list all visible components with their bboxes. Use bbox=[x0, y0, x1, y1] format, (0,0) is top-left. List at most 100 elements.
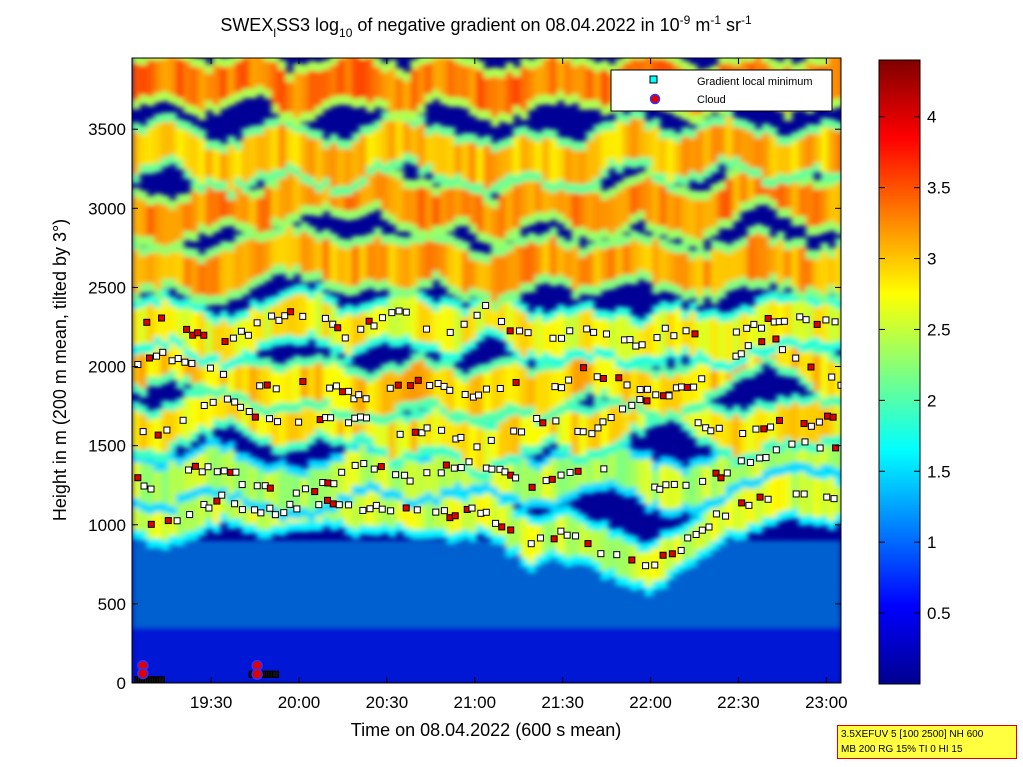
band-core-cell bbox=[512, 518, 522, 546]
band-core-cell bbox=[630, 395, 639, 424]
y-tick-label: 3500 bbox=[88, 120, 126, 139]
band-core-cell bbox=[564, 60, 573, 97]
band-core-cell bbox=[798, 186, 807, 216]
band-core-cell bbox=[498, 194, 507, 240]
band-core-cell bbox=[615, 246, 624, 277]
cloud-marker bbox=[263, 381, 271, 389]
band-core-cell bbox=[249, 366, 258, 402]
minimum-marker bbox=[800, 490, 808, 498]
band-core-cell bbox=[520, 182, 529, 218]
cloud-marker bbox=[334, 324, 342, 332]
band-core-cell bbox=[153, 202, 163, 244]
minimum-marker bbox=[232, 468, 240, 476]
minimum-marker bbox=[796, 313, 804, 321]
band-core-cell bbox=[337, 247, 346, 284]
band-core-cell bbox=[564, 250, 573, 279]
x-tick-label: 22:30 bbox=[717, 693, 760, 712]
minimum-marker bbox=[607, 414, 615, 422]
band-core-cell bbox=[388, 176, 397, 216]
y-tick-label: 0 bbox=[117, 674, 126, 693]
minimum-marker bbox=[245, 408, 253, 416]
band-core-cell bbox=[373, 236, 383, 283]
band-core-cell bbox=[564, 411, 573, 445]
band-core-cell bbox=[132, 355, 141, 385]
band-core-cell bbox=[593, 318, 602, 347]
band-core-cell bbox=[593, 248, 602, 287]
band-core-cell bbox=[593, 193, 602, 232]
band-core-cell bbox=[168, 58, 177, 95]
band-core-cell bbox=[549, 139, 558, 184]
minimum-marker bbox=[351, 414, 359, 422]
cloud-marker bbox=[402, 504, 410, 512]
band-core-cell bbox=[769, 136, 778, 179]
minimum-marker bbox=[533, 414, 541, 422]
band-core-cell bbox=[285, 82, 295, 113]
band-core-cell bbox=[820, 252, 829, 294]
band-core-cell bbox=[424, 305, 434, 344]
band-core-cell bbox=[476, 70, 485, 111]
band-core-cell bbox=[285, 226, 295, 271]
minimum-marker bbox=[330, 480, 338, 488]
minimum-marker bbox=[482, 301, 490, 309]
cloud-marker bbox=[183, 325, 191, 333]
low-haze-band bbox=[132, 540, 841, 628]
band-core-cell bbox=[424, 492, 434, 530]
band-core-cell bbox=[395, 294, 405, 338]
y-tick-label: 2500 bbox=[88, 278, 126, 297]
band-core-cell bbox=[695, 522, 705, 551]
band-core-cell bbox=[227, 65, 236, 96]
minimum-marker bbox=[746, 459, 754, 467]
band-core-cell bbox=[578, 190, 588, 228]
band-core-cell bbox=[534, 66, 544, 96]
cloud-marker bbox=[615, 374, 623, 382]
band-core-cell bbox=[424, 63, 434, 94]
cloud-marker bbox=[758, 338, 766, 346]
band-core-cell bbox=[175, 466, 185, 494]
minimum-marker bbox=[253, 482, 261, 490]
ground-cloud-marker bbox=[251, 668, 263, 681]
minimum-marker bbox=[280, 509, 288, 517]
band-core-cell bbox=[351, 484, 361, 530]
info-line-1: 3.5XEFUV 5 [100 2500] NH 600 bbox=[841, 729, 984, 740]
minimum-marker bbox=[438, 426, 446, 434]
band-core-cell bbox=[322, 148, 331, 178]
minimum-marker bbox=[602, 330, 610, 338]
band-core-cell bbox=[556, 246, 566, 276]
band-core-cell bbox=[468, 423, 478, 469]
minimum-marker bbox=[238, 506, 246, 514]
cloud-marker bbox=[717, 474, 725, 482]
band-core-cell bbox=[153, 123, 163, 163]
band-core-cell bbox=[293, 132, 302, 168]
minimum-marker bbox=[338, 468, 346, 476]
band-core-cell bbox=[315, 292, 324, 339]
band-core-cell bbox=[710, 504, 719, 542]
band-core-cell bbox=[285, 408, 295, 443]
minimum-marker bbox=[370, 465, 378, 473]
band-core-cell bbox=[586, 357, 595, 385]
colorbar-tick-label: 3 bbox=[927, 250, 936, 269]
minimum-marker bbox=[828, 373, 836, 381]
band-core-cell bbox=[710, 125, 719, 164]
band-core-cell bbox=[578, 63, 588, 101]
band-core-cell bbox=[432, 58, 441, 90]
cloud-marker bbox=[311, 488, 319, 496]
minimum-marker bbox=[524, 329, 532, 337]
band-core-cell bbox=[271, 471, 280, 507]
minimum-marker bbox=[487, 436, 495, 444]
band-core-cell bbox=[403, 246, 412, 289]
band-core-cell bbox=[344, 249, 353, 287]
cloud-marker bbox=[643, 397, 651, 405]
band-core-cell bbox=[659, 185, 668, 226]
minimum-marker bbox=[712, 510, 720, 518]
band-core-cell bbox=[644, 459, 654, 505]
minimum-marker bbox=[418, 429, 426, 437]
band-core-cell bbox=[549, 176, 558, 211]
minimum-marker bbox=[653, 334, 661, 342]
minimum-marker bbox=[682, 327, 690, 335]
band-core-cell bbox=[732, 127, 741, 157]
band-core-cell bbox=[703, 364, 712, 393]
minimum-marker bbox=[206, 364, 214, 372]
band-core-cell bbox=[739, 128, 749, 163]
band-core-cell bbox=[168, 306, 177, 334]
band-core-cell bbox=[630, 239, 639, 275]
